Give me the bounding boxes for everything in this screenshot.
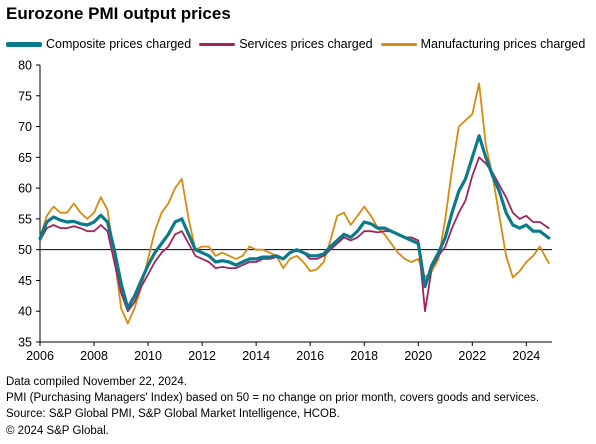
footnote-copyright: © 2024 S&P Global. <box>6 424 109 437</box>
x-tick-label: 2014 <box>242 349 270 363</box>
y-tick-label: 35 <box>18 336 32 350</box>
legend-swatch-services <box>199 42 236 46</box>
footnote-source: Source: S&P Global PMI, S&P Global Marke… <box>6 408 340 421</box>
y-tick-label: 45 <box>18 274 32 288</box>
chart-legend: Composite prices charged Services prices… <box>6 37 585 51</box>
chart-title: Eurozone PMI output prices <box>6 4 231 23</box>
y-tick-label: 40 <box>18 305 32 319</box>
x-tick-label: 2006 <box>26 349 54 363</box>
legend-label-services: Services prices charged <box>239 37 373 51</box>
y-tick-label: 80 <box>18 59 32 73</box>
series-line-manufacturing <box>39 82 550 325</box>
series-line-composite <box>38 134 551 310</box>
series-line-services <box>39 156 550 313</box>
x-tick-label: 2024 <box>512 349 540 363</box>
y-tick-label: 75 <box>18 89 32 103</box>
footnote-pmi-definition: PMI (Purchasing Managers' Index) based o… <box>6 392 540 405</box>
y-tick-label: 55 <box>18 212 32 226</box>
footnote-data-compiled: Data compiled November 22, 2024. <box>6 376 187 388</box>
chart-footnotes: Data compiled November 22, 2024. PMI (Pu… <box>6 374 539 439</box>
x-tick-label: 2010 <box>134 349 162 363</box>
legend-item-composite: Composite prices charged <box>6 37 191 51</box>
legend-label-composite: Composite prices charged <box>46 37 192 51</box>
x-tick-label: 2018 <box>350 349 378 363</box>
x-tick-label: 2020 <box>404 349 432 363</box>
legend-swatch-composite <box>6 41 42 47</box>
x-tick-label: 2016 <box>296 349 324 363</box>
legend-item-services: Services prices charged <box>199 37 373 51</box>
y-tick-label: 65 <box>18 151 32 165</box>
x-tick-label: 2008 <box>80 349 108 363</box>
y-tick-label: 70 <box>18 120 32 134</box>
x-tick-label: 2012 <box>188 349 216 363</box>
legend-swatch-manufacturing <box>380 42 417 46</box>
y-tick-label: 60 <box>18 182 32 196</box>
legend-item-manufacturing: Manufacturing prices charged <box>380 37 586 51</box>
y-tick-label: 50 <box>18 243 32 257</box>
x-tick-label: 2022 <box>458 349 486 363</box>
legend-label-manufacturing: Manufacturing prices charged <box>420 37 586 51</box>
